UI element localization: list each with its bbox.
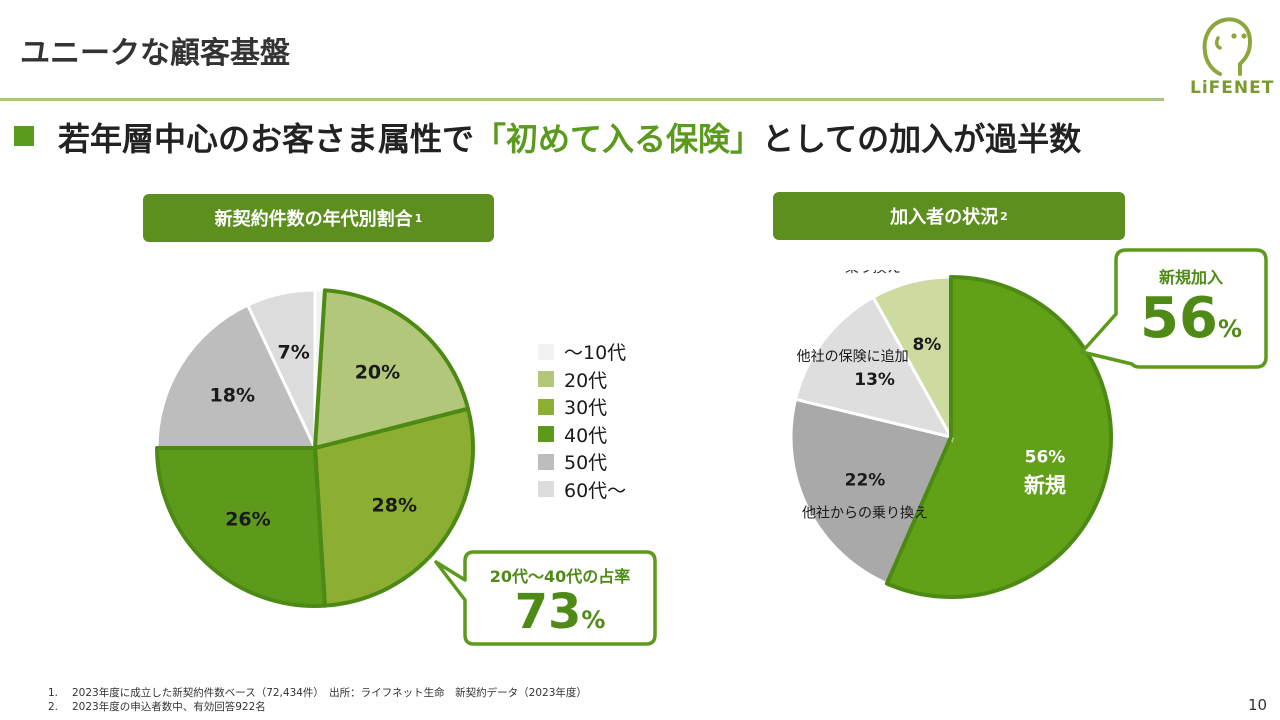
status-pie-value-label-2: 13% bbox=[854, 370, 895, 390]
lifenet-logo: LiFENET bbox=[1190, 12, 1275, 102]
legend-swatch-3 bbox=[538, 426, 554, 443]
age-pie-value-label-4: 18% bbox=[210, 385, 255, 407]
left-chart-header-label: 新契約件数の年代別割合 bbox=[214, 209, 413, 230]
bullet-square-icon bbox=[14, 126, 34, 146]
age-pie-highlight-outline-1 bbox=[313, 406, 475, 608]
left-callout-frame bbox=[434, 550, 657, 646]
logo-wordmark: LiFENET bbox=[1190, 78, 1275, 98]
left-chart-header: 新契約件数の年代別割合 1 bbox=[143, 194, 494, 242]
legend-item-3: 40代 bbox=[538, 421, 626, 449]
legend-swatch-0 bbox=[538, 343, 554, 360]
left-chart-header-note: 1 bbox=[414, 211, 423, 225]
applicant-status-pie-chart: 56%22%13%8%新規他社からの乗り換え他社の保険に追加既契約者の追加・乗り… bbox=[789, 270, 1113, 599]
age-pie-highlight-outline-0 bbox=[313, 288, 471, 450]
right-callout-value: 56 bbox=[1140, 286, 1218, 351]
left-callout-label: 20代～40代の占率 bbox=[489, 567, 631, 586]
status-pie-slice-text-1: 他社からの乗り換え bbox=[802, 506, 928, 522]
age-pie-value-label-3: 26% bbox=[225, 508, 270, 530]
age-pie-highlight-outline-2 bbox=[155, 446, 327, 608]
status-pie-slice-text-0: 新規 bbox=[1024, 474, 1066, 498]
footnote-2-text: 2023年度の申込者数中、有効回答922名 bbox=[72, 701, 266, 713]
headline-pre: 若年層中心のお客さま属性で bbox=[58, 120, 475, 158]
age-pie-value-label-5: 7% bbox=[277, 341, 309, 363]
status-pie-slice-text-2: 他社の保険に追加 bbox=[797, 349, 909, 365]
footnote-1: 1. 2023年度に成立した新契約件数ベース（72,434件） 出所：ライフネット… bbox=[48, 686, 587, 700]
age-pie-value-label-1: 20% bbox=[355, 362, 400, 384]
legend-item-4: 50代 bbox=[538, 448, 626, 476]
page-title: ユニークな顧客基盤 bbox=[20, 36, 290, 71]
title-divider bbox=[0, 98, 1164, 101]
legend-label-0: ～10代 bbox=[564, 342, 627, 365]
legend-label-4: 50代 bbox=[564, 452, 608, 475]
legend-label-1: 20代 bbox=[564, 369, 608, 392]
footnote-2: 2. 2023年度の申込者数中、有効回答922名 bbox=[48, 700, 587, 714]
age-distribution-pie-chart: 20% 28% 26% 18% 7% bbox=[155, 288, 475, 608]
right-chart-header-label: 加入者の状況 bbox=[890, 207, 999, 228]
age-legend: ～10代 20代 30代 40代 50代 60代～ bbox=[538, 338, 626, 503]
footnote-1-number: 1. bbox=[48, 687, 59, 699]
status-pie-value-label-3: 8% bbox=[912, 335, 941, 355]
right-chart-header-note: 2 bbox=[1000, 209, 1008, 223]
status-pie-highlight-outline-0 bbox=[884, 275, 1113, 599]
status-pie-slice-1 bbox=[789, 397, 954, 586]
status-pie-slice-2 bbox=[793, 295, 954, 440]
legend-swatch-4 bbox=[538, 453, 554, 470]
legend-label-2: 30代 bbox=[564, 397, 608, 420]
legend-label-5: 60代～ bbox=[564, 479, 627, 502]
footnote-2-number: 2. bbox=[48, 701, 59, 713]
status-pie-slice-text-3-line-1: 乗り換え bbox=[845, 270, 901, 276]
right-callout-label: 新規加入 bbox=[1158, 268, 1223, 287]
legend-label-3: 40代 bbox=[564, 424, 608, 447]
age-pie-slice-5 bbox=[245, 288, 317, 449]
status-pie-value-label-0: 56% bbox=[1025, 448, 1066, 468]
legend-swatch-2 bbox=[538, 398, 554, 415]
legend-item-5: 60代～ bbox=[538, 476, 626, 504]
age-pie-slice-4 bbox=[155, 303, 318, 450]
age-pie-value-label-2: 28% bbox=[372, 495, 417, 517]
legend-swatch-5 bbox=[538, 481, 554, 498]
headline-post: としての加入が過半数 bbox=[762, 120, 1082, 158]
left-callout-value-group: 73% bbox=[466, 584, 654, 640]
legend-item-1: 20代 bbox=[538, 366, 626, 394]
right-callout-unit: % bbox=[1217, 315, 1242, 343]
page-number: 10 bbox=[1248, 696, 1268, 714]
left-callout-unit: % bbox=[581, 606, 606, 634]
right-callout-value-group: 56% bbox=[1118, 286, 1264, 351]
status-pie-value-label-1: 22% bbox=[845, 471, 886, 491]
legend-swatch-1 bbox=[538, 371, 554, 388]
legend-item-0: ～10代 bbox=[538, 338, 626, 366]
left-callout-value: 73 bbox=[514, 584, 582, 640]
headline: 若年層中心のお客さま属性で「初めて入る保険」としての加入が過半数 bbox=[58, 114, 1081, 160]
right-callout-frame bbox=[1080, 248, 1268, 369]
footnote-1-text: 2023年度に成立した新契約件数ベース（72,434件） 出所：ライフネット生命… bbox=[72, 687, 587, 699]
right-chart-header: 加入者の状況 2 bbox=[773, 192, 1125, 240]
headline-accent: 「初めて入る保険」 bbox=[474, 120, 763, 158]
logo-face-icon bbox=[1202, 17, 1253, 76]
footnotes: 1. 2023年度に成立した新契約件数ベース（72,434件） 出所：ライフネット… bbox=[48, 686, 587, 714]
legend-item-2: 30代 bbox=[538, 393, 626, 421]
